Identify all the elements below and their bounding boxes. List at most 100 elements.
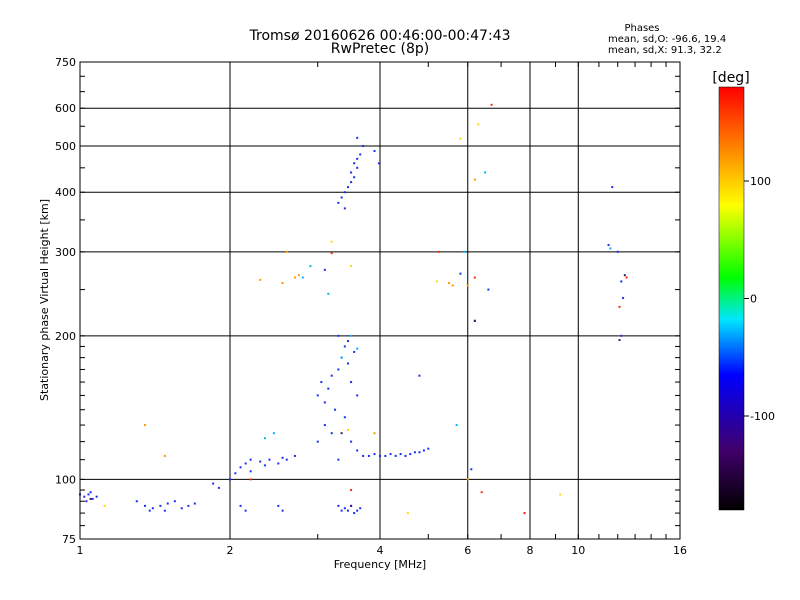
- data-point: [353, 176, 356, 179]
- data-point: [346, 340, 349, 343]
- data-point: [373, 432, 376, 435]
- data-point: [272, 432, 275, 435]
- data-point: [447, 282, 450, 285]
- data-point: [330, 240, 333, 243]
- data-point: [362, 454, 365, 457]
- data-point: [484, 171, 487, 174]
- data-point: [359, 507, 362, 510]
- data-point: [359, 153, 362, 156]
- data-point: [323, 424, 326, 427]
- data-point: [285, 250, 288, 253]
- data-point: [343, 345, 346, 348]
- stats-x: mean, sd,X: 91.3, 32.2: [608, 45, 722, 56]
- data-point: [340, 432, 343, 435]
- data-point: [427, 447, 430, 450]
- data-point: [103, 504, 106, 507]
- data-point: [249, 458, 252, 461]
- data-point: [309, 265, 312, 268]
- data-point: [327, 292, 330, 295]
- data-point: [346, 509, 349, 512]
- grid-lines: [80, 62, 680, 539]
- x-tick-label: 16: [673, 544, 687, 557]
- data-point: [285, 458, 288, 461]
- data-point: [350, 334, 353, 337]
- colorbar: [718, 86, 745, 511]
- data-point: [490, 103, 493, 106]
- data-point: [244, 509, 247, 512]
- data-point: [316, 440, 319, 443]
- data-point: [281, 282, 284, 285]
- data-point: [362, 144, 365, 147]
- data-point: [180, 507, 183, 510]
- data-point: [394, 454, 397, 457]
- data-point: [609, 247, 612, 250]
- data-point: [249, 470, 252, 473]
- data-point: [404, 454, 407, 457]
- data-point: [350, 489, 353, 492]
- x-tick-label: 4: [377, 544, 384, 557]
- data-point: [356, 449, 359, 452]
- data-point: [212, 482, 215, 485]
- data-point: [340, 196, 343, 199]
- data-point: [406, 512, 409, 515]
- data-point: [337, 504, 340, 507]
- data-point: [330, 374, 333, 377]
- data-point: [316, 394, 319, 397]
- data-point: [323, 401, 326, 404]
- data-point: [451, 284, 454, 287]
- data-point: [350, 171, 353, 174]
- data-point: [477, 123, 480, 126]
- data-point: [143, 424, 146, 427]
- data-point: [466, 478, 469, 481]
- y-axis-label: Stationary phase Virtual Height [km]: [38, 199, 51, 401]
- data-point: [163, 454, 166, 457]
- data-point: [473, 276, 476, 279]
- data-point: [337, 334, 340, 337]
- data-point: [249, 478, 252, 481]
- data-point: [323, 268, 326, 271]
- data-point: [350, 504, 353, 507]
- data-point: [356, 166, 359, 169]
- data-point: [166, 502, 169, 505]
- data-point: [459, 272, 462, 275]
- data-point: [473, 319, 476, 322]
- y-tick-label: 100: [55, 473, 76, 486]
- data-point: [343, 416, 346, 419]
- data-point: [356, 136, 359, 139]
- data-point: [377, 162, 380, 165]
- data-point: [373, 453, 376, 456]
- data-point: [346, 428, 349, 431]
- x-axis-ticks: 1 2 4 6 8 10 16: [77, 62, 687, 557]
- x-tick-label: 6: [464, 544, 471, 557]
- data-point: [356, 509, 359, 512]
- colorbar-tick-label: -100: [750, 410, 775, 423]
- data-point: [343, 191, 346, 194]
- data-point: [277, 504, 280, 507]
- data-point: [244, 462, 247, 465]
- y-tick-label: 500: [55, 140, 76, 153]
- data-point: [91, 497, 94, 500]
- data-point: [159, 504, 162, 507]
- data-point: [350, 181, 353, 184]
- data-point: [281, 509, 284, 512]
- data-points: [79, 103, 628, 515]
- data-point: [263, 464, 266, 467]
- data-point: [455, 424, 458, 427]
- data-point: [95, 495, 98, 498]
- y-tick-label: 300: [55, 246, 76, 259]
- data-point: [487, 288, 490, 291]
- data-point: [473, 178, 476, 181]
- data-point: [620, 280, 623, 283]
- data-point: [470, 468, 473, 471]
- data-point: [523, 512, 526, 515]
- data-point: [616, 250, 619, 253]
- data-point: [611, 186, 614, 189]
- data-point: [320, 381, 323, 384]
- data-point: [337, 201, 340, 204]
- data-point: [459, 137, 462, 140]
- data-point: [85, 500, 88, 503]
- data-point: [623, 274, 626, 277]
- data-point: [350, 440, 353, 443]
- x-axis-label: Frequency [MHz]: [334, 558, 426, 571]
